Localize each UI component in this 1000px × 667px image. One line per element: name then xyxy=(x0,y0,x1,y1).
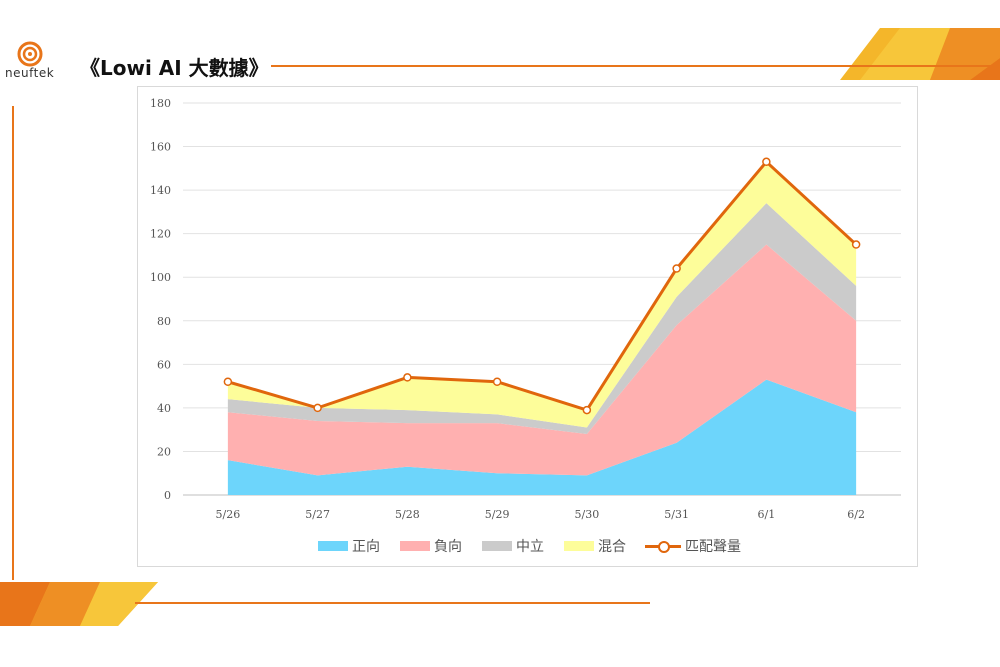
y-tick-label: 40 xyxy=(157,402,171,415)
bottom-left-decoration xyxy=(0,582,158,626)
y-tick-label: 160 xyxy=(150,141,171,154)
area-neutral xyxy=(227,203,857,435)
x-tick-label: 5/31 xyxy=(664,508,689,521)
volume-point xyxy=(672,264,681,273)
legend-item-neutral: 中立 xyxy=(482,534,544,558)
x-tick-label: 6/2 xyxy=(847,508,865,521)
legend-item-mixed: 混合 xyxy=(564,534,626,558)
volume-point xyxy=(851,240,861,249)
y-tick-label: 180 xyxy=(150,97,171,110)
legend-item-positive: 正向 xyxy=(318,534,380,558)
x-tick-label: 6/1 xyxy=(758,508,776,521)
legend-label: 正向 xyxy=(352,539,380,555)
title-underline xyxy=(271,65,1000,67)
y-tick-label: 140 xyxy=(150,184,171,197)
legend-label: 混合 xyxy=(598,539,626,555)
y-tick-label: 60 xyxy=(157,358,171,371)
legend-item-negative: 負向 xyxy=(400,534,462,558)
volume-point xyxy=(403,373,412,382)
x-tick-label: 5/29 xyxy=(485,508,510,521)
x-tick-label: 5/26 xyxy=(216,508,241,521)
volume-point xyxy=(492,377,502,387)
y-tick-label: 100 xyxy=(150,271,171,284)
y-tick-label: 20 xyxy=(157,445,171,458)
top-right-decoration xyxy=(840,28,1000,80)
legend-swatch xyxy=(564,541,594,551)
x-tick-label: 5/27 xyxy=(305,508,330,521)
volume-point xyxy=(313,403,322,413)
bottom-rule xyxy=(135,602,650,604)
volume-line xyxy=(227,160,858,412)
area-negative xyxy=(227,244,857,476)
left-rule xyxy=(12,106,14,580)
logo-icon xyxy=(17,41,43,67)
legend-item-volume: 匹配聲量 xyxy=(645,534,741,558)
x-axis-ticks: 5/26 5/27 5/28 5/29 5/30 5/31 6/1 6/2 xyxy=(216,508,865,521)
chart-legend: 正向 負向 中立 混合 匹配聲量 xyxy=(0,534,1000,558)
volume-point xyxy=(582,405,592,415)
volume-point xyxy=(223,377,233,387)
legend-label: 中立 xyxy=(516,539,544,555)
legend-label: 負向 xyxy=(434,539,462,555)
volume-point xyxy=(762,157,771,167)
legend-swatch xyxy=(645,540,681,553)
y-tick-label: 80 xyxy=(157,315,171,328)
legend-label: 匹配聲量 xyxy=(685,539,741,555)
page-title: 《Lowi AI 大數據》 xyxy=(80,56,269,80)
y-tick-label: 0 xyxy=(164,489,171,502)
logo-text: neuftek xyxy=(5,66,55,80)
legend-swatch xyxy=(482,541,512,551)
area-positive xyxy=(227,379,857,495)
line-series xyxy=(223,157,861,415)
x-tick-label: 5/28 xyxy=(395,508,420,521)
y-axis-ticks: 0 20 40 60 80 100 120 140 160 180 xyxy=(150,97,171,502)
legend-swatch xyxy=(318,541,348,551)
y-tick-label: 120 xyxy=(150,228,171,241)
legend-swatch xyxy=(400,541,430,551)
x-tick-label: 5/30 xyxy=(575,508,600,521)
area-series xyxy=(227,161,857,495)
